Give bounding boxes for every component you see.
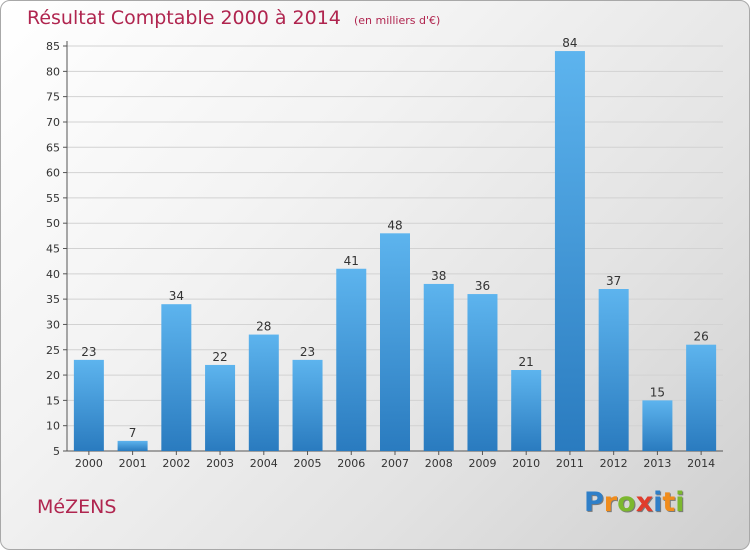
chart-subtitle: (en milliers d'€) xyxy=(353,14,441,27)
y-tick-label: 40 xyxy=(46,268,60,281)
x-tick-label: 2009 xyxy=(468,457,496,470)
bar-2010 xyxy=(511,370,542,451)
commune-name: MéZENS xyxy=(37,496,117,518)
y-tick-label: 15 xyxy=(46,394,60,407)
bar-value-label: 21 xyxy=(519,355,534,369)
bar-value-label: 7 xyxy=(129,426,137,440)
bar-value-label: 23 xyxy=(81,345,96,359)
chart-title-block: Résultat Comptable 2000 à 2014 (en milli… xyxy=(27,7,440,29)
bar-2008 xyxy=(423,283,454,451)
bar-2009 xyxy=(467,294,498,451)
y-tick-label: 55 xyxy=(46,192,60,205)
bar-value-label: 15 xyxy=(650,385,665,399)
bar-2007 xyxy=(380,233,410,451)
x-tick-label: 2008 xyxy=(425,457,453,470)
y-tick-label: 25 xyxy=(46,344,60,357)
bar-2012 xyxy=(598,289,629,451)
x-tick-label: 2007 xyxy=(381,457,409,470)
bar-value-label: 22 xyxy=(212,350,227,364)
proxiti-logo: Proxiti xyxy=(584,487,685,518)
x-tick-label: 2010 xyxy=(512,457,540,470)
bars: 23 7 34 22 28 23 41 48 38 36 21 84 37 15 26 xyxy=(73,36,717,451)
y-tick-label: 80 xyxy=(46,65,60,78)
x-tick-label: 2004 xyxy=(250,457,278,470)
x-tick-label: 2012 xyxy=(600,457,628,470)
bar-2005 xyxy=(292,359,323,451)
logo-letter: t xyxy=(662,487,676,518)
bar-value-label: 34 xyxy=(169,289,184,303)
x-tick-label: 2000 xyxy=(75,457,103,470)
y-tick-label: 5 xyxy=(53,445,60,458)
y-tick-label: 70 xyxy=(46,116,60,129)
y-tick-label: 30 xyxy=(46,318,60,331)
logo-letter: i xyxy=(653,487,663,518)
chart-title: Résultat Comptable 2000 à 2014 xyxy=(27,7,341,29)
y-tick-label: 10 xyxy=(46,420,60,433)
bar-value-label: 23 xyxy=(300,345,315,359)
logo-letter: P xyxy=(584,487,604,518)
y-tick-label: 75 xyxy=(46,91,60,104)
y-tick-label: 20 xyxy=(46,369,60,382)
logo-letter: r xyxy=(603,487,618,518)
x-tick-label: 2014 xyxy=(687,457,715,470)
bar-2014 xyxy=(686,344,717,451)
x-tick-label: 2011 xyxy=(556,457,584,470)
bar-value-label: 84 xyxy=(562,36,577,50)
logo-letter: x xyxy=(635,487,654,518)
y-tick-label: 50 xyxy=(46,217,60,230)
x-tick-label: 2006 xyxy=(337,457,365,470)
bar-value-label: 48 xyxy=(387,218,402,232)
bar-2013 xyxy=(642,400,673,451)
x-tick-label: 2002 xyxy=(162,457,190,470)
bar-value-label: 37 xyxy=(606,274,621,288)
bar-2003 xyxy=(205,364,236,451)
axes: 5 10 15 20 25 30 35 40 45 50 55 60 65 70 75 80 85 2000 200… xyxy=(46,40,723,470)
x-tick-label: 2003 xyxy=(206,457,234,470)
bar-2004 xyxy=(248,334,279,451)
logo-letter: o xyxy=(617,487,636,518)
y-tick-label: 35 xyxy=(46,293,60,306)
bar-2001 xyxy=(117,440,148,451)
bar-value-label: 38 xyxy=(431,269,446,283)
bar-2000 xyxy=(73,359,104,451)
bar-value-label: 28 xyxy=(256,320,271,334)
y-tick-label: 60 xyxy=(46,167,60,180)
bar-2002 xyxy=(161,304,192,451)
bar-value-label: 36 xyxy=(475,279,490,293)
logo-letter: i xyxy=(675,487,685,518)
bar-value-label: 41 xyxy=(344,254,359,268)
y-tick-label: 85 xyxy=(46,40,60,53)
x-tick-label: 2013 xyxy=(643,457,671,470)
x-tick-label: 2001 xyxy=(119,457,147,470)
bar-2006 xyxy=(336,268,367,451)
x-tick-label: 2005 xyxy=(294,457,322,470)
y-tick-label: 65 xyxy=(46,141,60,154)
bar-value-label: 26 xyxy=(693,330,708,344)
y-tick-label: 45 xyxy=(46,243,60,256)
bar-2011 xyxy=(554,51,585,451)
